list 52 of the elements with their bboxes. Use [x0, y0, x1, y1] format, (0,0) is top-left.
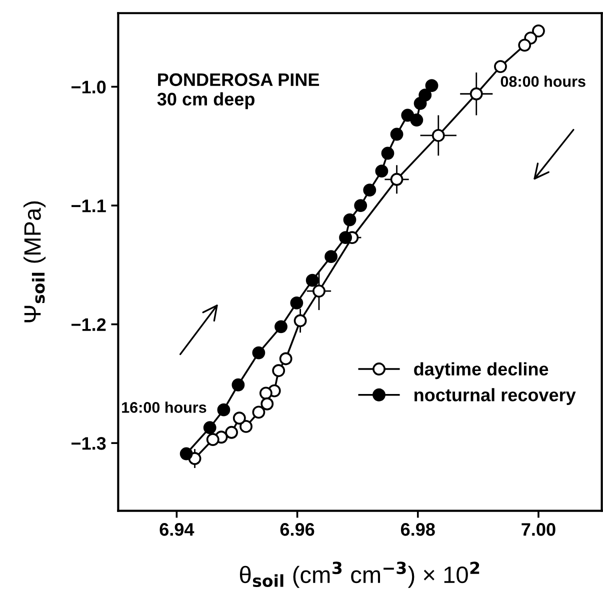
point: [418, 88, 432, 102]
point: [225, 426, 238, 439]
point: [343, 213, 356, 226]
point: [339, 231, 352, 244]
point: [494, 60, 507, 74]
x-axis-title: θ$_{soil}$ (cm$^{3}$ cm$^{−3}$) × 10$^{2}$: [240, 562, 480, 588]
point: [432, 128, 445, 142]
annotation: 08:00 hours: [500, 76, 586, 87]
y-tick-label: −1.3: [71, 437, 106, 450]
point: [306, 274, 319, 287]
point: [390, 128, 404, 141]
point: [363, 184, 376, 197]
x-tick-label: 6.96: [280, 523, 314, 536]
y-tick-label: −1.1: [71, 200, 106, 212]
point: [180, 447, 193, 460]
point: [324, 250, 338, 264]
point: [390, 172, 404, 186]
point: [272, 364, 286, 378]
point: [232, 378, 245, 392]
point: [381, 146, 394, 160]
x-tick-label: 6.98: [400, 523, 435, 536]
point: [260, 397, 274, 410]
point: [354, 199, 368, 212]
x-tick-label: 6.94: [160, 523, 194, 536]
annotation: 16:00 hours: [122, 402, 206, 413]
point: [410, 114, 424, 126]
legend-label: nocturnal recovery: [414, 388, 576, 405]
point: [312, 284, 326, 298]
x-tick-label: 7.00: [522, 523, 556, 536]
y-tick-label: −1.2: [71, 318, 106, 331]
point: [232, 412, 246, 425]
legend-label: daytime decline: [414, 362, 548, 380]
point: [470, 87, 483, 100]
point: [425, 79, 438, 92]
point: [274, 320, 288, 334]
point: [294, 314, 307, 328]
point: [532, 24, 545, 38]
point: [518, 38, 532, 52]
y-axis-title: Ψ$_{soil}$ (MPa): [24, 201, 46, 322]
point: [203, 421, 216, 434]
point: [279, 352, 292, 366]
point: [259, 386, 272, 400]
point: [375, 164, 388, 178]
point: [252, 406, 266, 419]
annotation: PONDEROSA PINE 30 cm deep: [157, 73, 320, 110]
point: [217, 403, 230, 416]
point: [252, 346, 266, 360]
point: [401, 108, 414, 122]
y-tick-label: −1.0: [71, 80, 106, 94]
point: [240, 420, 252, 433]
point: [290, 296, 304, 310]
point: [206, 433, 220, 446]
